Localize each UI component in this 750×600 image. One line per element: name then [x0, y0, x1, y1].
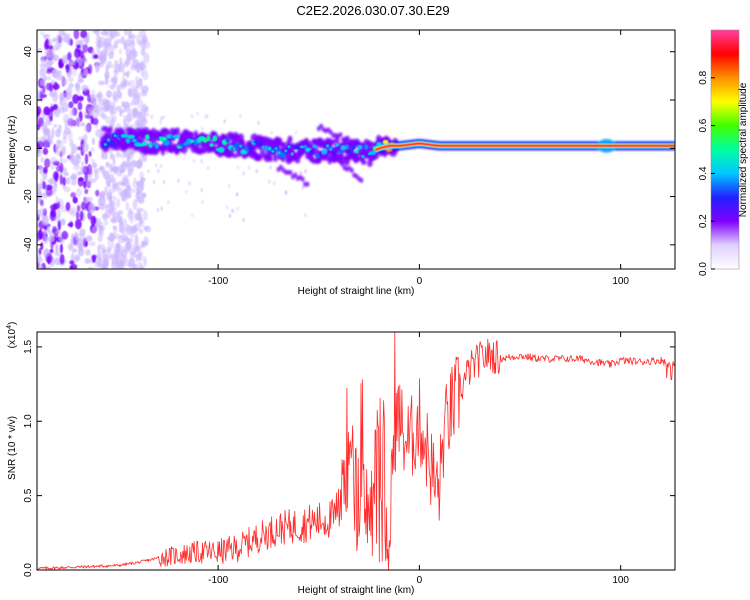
spectrogram-x-label: Height of straight line (km) — [298, 286, 415, 297]
spectrogram-ticks: -100 0 100 40 20 0 -20 -40 — [23, 30, 675, 287]
y-tick-label: -20 — [23, 189, 34, 204]
colorbar-tick-label: 0.6 — [698, 118, 709, 132]
colorbar-tick-label: 0.8 — [698, 70, 709, 84]
x-tick-label: 100 — [612, 575, 629, 586]
y-tick-label: 0.0 — [23, 563, 34, 577]
colorbar-tick-label: 0.2 — [698, 214, 709, 228]
y-tick-label: -40 — [23, 237, 34, 252]
spectrogram-noise — [37, 30, 308, 269]
y-tick-label: 0.5 — [23, 488, 34, 502]
snr-y-multiplier: (x104) — [6, 322, 18, 349]
y-tick-label: 20 — [23, 94, 34, 106]
chart-title: C2E2.2026.030.07.30.E29 — [296, 3, 449, 18]
snr-ticks: -100 0 100 0.0 0.5 1.0 1.5 — [23, 332, 675, 586]
x-tick-label: -100 — [208, 276, 228, 287]
spectrogram-panel: -100 0 100 40 20 0 -20 -40 Height of straight l… — [7, 29, 676, 297]
colorbar-scale — [711, 30, 739, 269]
spectrogram-y-label: Frequency (Hz) — [7, 116, 18, 185]
spectrogram-ridge — [99, 123, 675, 187]
y-tick-label: 1.5 — [23, 339, 34, 353]
x-tick-label: -100 — [208, 575, 228, 586]
colorbar: 0.0 0.2 0.4 0.6 0.8 Normalized spectral ampl… — [698, 29, 749, 276]
snr-frame — [36, 331, 676, 571]
colorbar-ticks: 0.0 0.2 0.4 0.6 0.8 — [698, 70, 715, 276]
x-tick-label: 0 — [417, 575, 423, 586]
spectrogram-frame — [36, 29, 676, 270]
x-tick-label: 100 — [612, 276, 629, 287]
snr-series-line — [37, 332, 675, 570]
colorbar-tick-label: 0.4 — [698, 166, 709, 180]
y-tick-label: 0 — [23, 145, 34, 151]
colorbar-tick-label: 0.0 — [698, 262, 709, 276]
colorbar-label: Normalized spectral amplitude — [738, 82, 749, 217]
snr-x-label: Height of straight line (km) — [298, 585, 415, 596]
x-tick-label: 0 — [417, 276, 423, 287]
snr-panel: -100 0 100 0.0 0.5 1.0 1.5 Height of straight … — [6, 322, 676, 596]
colorbar-frame — [710, 29, 740, 270]
y-tick-label: 40 — [23, 46, 34, 58]
y-tick-label: 1.0 — [23, 414, 34, 428]
snr-y-label: SNR (10 * v/v) — [7, 416, 18, 480]
